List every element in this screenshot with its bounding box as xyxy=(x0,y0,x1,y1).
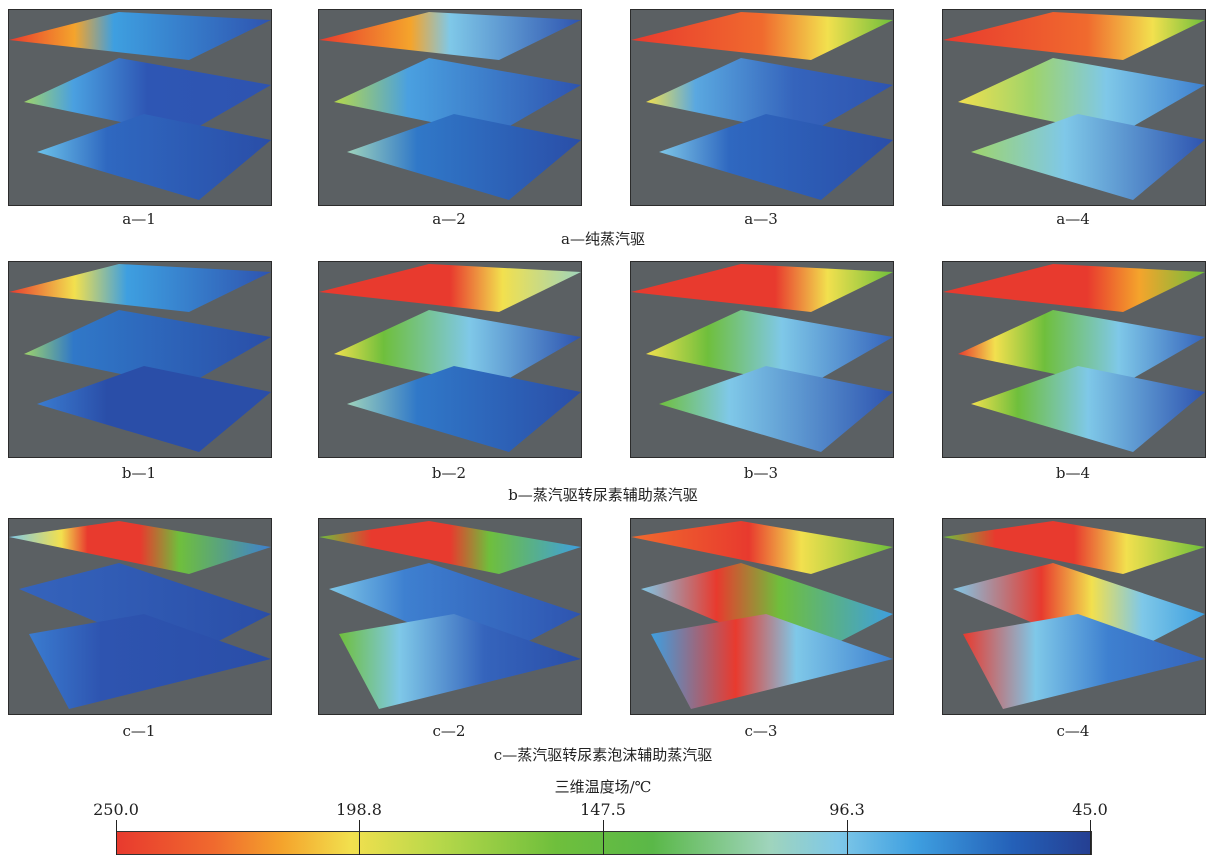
legend-tick-label: 198.8 xyxy=(336,800,382,819)
panel-label-a1: a—1 xyxy=(122,210,156,228)
panel-label-b4: b—4 xyxy=(1055,464,1091,482)
legend-tick-label: 147.5 xyxy=(580,800,626,819)
legend-tick-mark xyxy=(847,820,848,855)
panel-label-b3: b—3 xyxy=(743,464,779,482)
temperature-panel-a4 xyxy=(942,9,1206,206)
panel-label-a3: a—3 xyxy=(744,210,778,228)
legend-tick-mark xyxy=(603,820,604,855)
temperature-panel-b2 xyxy=(318,261,582,458)
panel-label-c2: c—2 xyxy=(432,722,466,740)
temperature-color-bar xyxy=(116,831,1092,855)
temperature-panel-a3 xyxy=(630,9,894,206)
temperature-panel-c3 xyxy=(630,518,894,715)
temperature-panel-b4 xyxy=(942,261,1206,458)
temperature-panel-b3 xyxy=(630,261,894,458)
panel-label-c1: c—1 xyxy=(122,722,156,740)
legend-tick-label: 45.0 xyxy=(1072,800,1108,819)
temperature-panel-a2 xyxy=(318,9,582,206)
temperature-panel-a1 xyxy=(8,9,272,206)
panel-label-b1: b—1 xyxy=(121,464,157,482)
legend-tick-mark xyxy=(116,820,117,855)
legend-tick-label: 250.0 xyxy=(93,800,139,819)
temperature-panel-c1 xyxy=(8,518,272,715)
panel-label-c4: c—4 xyxy=(1056,722,1090,740)
group-title-c: c—蒸汽驱转尿素泡沫辅助蒸汽驱 xyxy=(493,746,713,764)
panel-label-c3: c—3 xyxy=(744,722,778,740)
legend-tick-mark xyxy=(1090,820,1091,855)
temperature-panel-c4 xyxy=(942,518,1206,715)
legend-tick-mark xyxy=(359,820,360,855)
group-title-a: a—纯蒸汽驱 xyxy=(561,230,645,248)
temperature-panel-c2 xyxy=(318,518,582,715)
panel-label-b2: b—2 xyxy=(431,464,467,482)
legend-tick-label: 96.3 xyxy=(829,800,865,819)
panel-label-a2: a—2 xyxy=(432,210,466,228)
temperature-panel-b1 xyxy=(8,261,272,458)
panel-label-a4: a—4 xyxy=(1056,210,1090,228)
legend-title: 三维温度场/℃ xyxy=(554,778,652,796)
group-title-b: b—蒸汽驱转尿素辅助蒸汽驱 xyxy=(508,486,698,504)
